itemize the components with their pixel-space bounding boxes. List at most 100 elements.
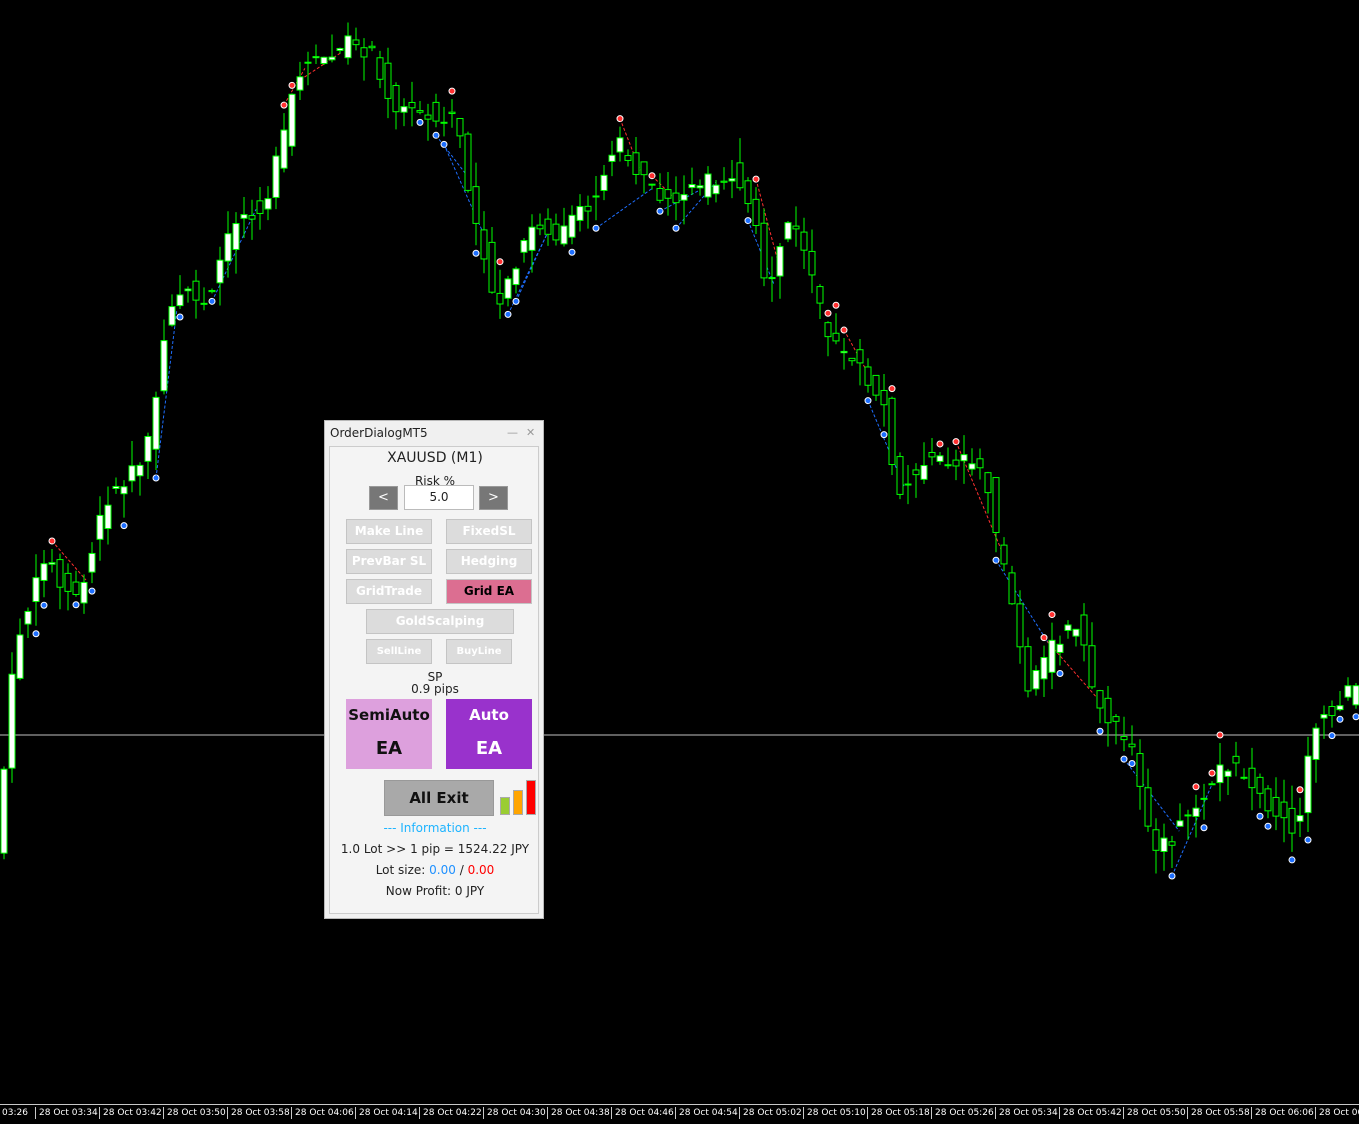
prevbar-sl-button[interactable]: PrevBar SL: [346, 549, 432, 574]
candle-body: [656, 188, 664, 201]
auto-ea-button[interactable]: Auto EA: [446, 699, 532, 769]
buy-arrow-icon: [1328, 732, 1336, 740]
candle-body: [816, 286, 824, 304]
candle-body: [544, 218, 552, 235]
buy-arrow-icon: [176, 313, 184, 321]
all-exit-button[interactable]: All Exit: [384, 780, 494, 816]
semiauto-ea-label: EA: [375, 738, 403, 759]
candle-body: [56, 559, 64, 588]
candle-body: [984, 472, 992, 494]
candle-body: [968, 463, 976, 470]
minimize-icon[interactable]: —: [507, 426, 518, 439]
candle-body: [512, 268, 520, 286]
candle-body: [632, 152, 640, 175]
candle-body: [352, 39, 360, 46]
candle-body: [1120, 735, 1128, 741]
buy-trade-line: [747, 220, 775, 285]
candle-body: [192, 280, 200, 301]
sell-line-button[interactable]: SellLine: [366, 639, 432, 664]
candle-body: [736, 162, 744, 189]
candle-body: [912, 469, 920, 476]
candle-body: [744, 180, 752, 205]
candle-body: [1248, 767, 1256, 789]
candle-body: [624, 155, 632, 161]
candle-body: [40, 563, 48, 581]
candle-body: [344, 35, 352, 59]
candle-body: [288, 93, 296, 147]
candle-body: [1160, 837, 1168, 852]
sell-arrow-icon: [888, 385, 896, 393]
candle-body: [392, 85, 400, 113]
buy-arrow-icon: [1256, 812, 1264, 820]
close-icon[interactable]: ✕: [526, 426, 536, 439]
pip-value: 1.0 Lot >> 1 pip = 1524.22 JPY: [340, 842, 530, 856]
buy-arrow-icon: [1128, 759, 1136, 767]
risk-decrease-button[interactable]: <: [369, 486, 398, 510]
candle-body: [936, 455, 944, 462]
gold-scalping-button[interactable]: GoldScalping: [366, 609, 514, 634]
candle-body: [296, 76, 304, 91]
candle-body: [536, 224, 544, 230]
candle-body: [1344, 685, 1352, 698]
candle-body: [560, 225, 568, 245]
candle-body: [1336, 705, 1344, 711]
buy-arrow-icon: [32, 630, 40, 638]
profit-value: 0 JPY: [454, 884, 485, 898]
candle-body: [336, 47, 344, 51]
candle-body: [104, 504, 112, 530]
lot-separator: /: [459, 863, 464, 877]
candle-body: [552, 223, 560, 241]
candle-body: [456, 117, 464, 137]
candle-body: [600, 174, 608, 191]
candle-body: [488, 241, 496, 293]
candle-body: [1304, 755, 1312, 814]
candle-body: [1176, 820, 1184, 827]
candle-body: [752, 198, 760, 227]
buy-trade-line: [595, 187, 653, 229]
time-tick: 28 Oct 05:02: [739, 1107, 802, 1119]
buy-arrow-icon: [120, 522, 128, 530]
candle-body: [504, 278, 512, 299]
candle-body: [1032, 670, 1040, 690]
sell-arrow-icon: [1048, 611, 1056, 619]
semiauto-ea-button[interactable]: SemiAuto EA: [346, 699, 432, 769]
make-line-button[interactable]: Make Line: [346, 519, 432, 544]
candle-body: [376, 57, 384, 80]
candle-body: [1208, 783, 1216, 786]
buy-line-button[interactable]: BuyLine: [446, 639, 512, 664]
candle-body: [232, 223, 240, 250]
candle-body: [1288, 807, 1296, 834]
candle-body: [168, 306, 176, 326]
candle-body: [1040, 657, 1048, 680]
candle-body: [312, 56, 320, 59]
hedging-button[interactable]: Hedging: [446, 549, 532, 574]
candle-body: [360, 47, 368, 58]
sell-arrow-icon: [832, 301, 840, 309]
candle-body: [1072, 628, 1080, 637]
sell-arrow-icon: [1216, 731, 1224, 739]
candle-body: [48, 562, 56, 565]
grid-trade-button[interactable]: GridTrade: [346, 579, 432, 604]
candle-body: [1280, 801, 1288, 819]
candle-body: [1224, 770, 1232, 777]
order-dialog: OrderDialogMT5 — ✕ XAUUSD (M1) Risk % < …: [324, 420, 544, 919]
candle-body: [1296, 815, 1304, 822]
candle-body: [1240, 776, 1248, 779]
candle-body: [184, 288, 192, 292]
symbol-label: XAUUSD (M1): [387, 450, 483, 466]
candle-body: [568, 214, 576, 238]
candle-body: [896, 456, 904, 495]
profit-label: Now Profit:: [385, 884, 452, 898]
candle-body: [32, 577, 40, 603]
candle-body: [528, 226, 536, 251]
candle-body: [1128, 743, 1136, 748]
dialog-titlebar[interactable]: OrderDialogMT5 — ✕: [325, 421, 543, 445]
grid-ea-button[interactable]: Grid EA: [446, 579, 532, 604]
candle-body: [80, 581, 88, 604]
fixed-sl-button[interactable]: FixedSL: [446, 519, 532, 544]
candle-body: [88, 552, 96, 573]
info-header: --- Information ---: [383, 821, 487, 835]
risk-increase-button[interactable]: >: [479, 486, 508, 510]
risk-input[interactable]: 5.0: [404, 485, 474, 510]
